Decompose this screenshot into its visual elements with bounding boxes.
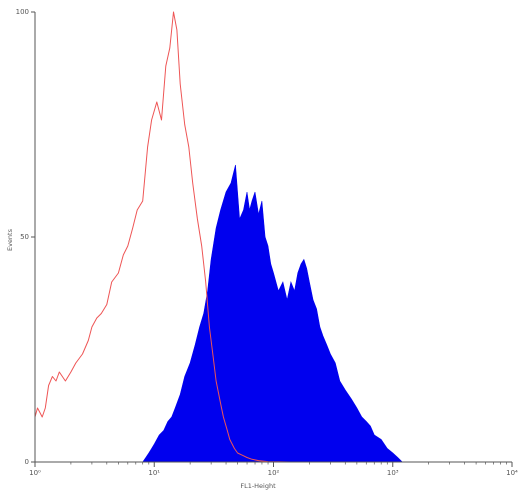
plot-marks bbox=[34, 11, 403, 463]
x-axis-label: FL1-Height bbox=[240, 482, 276, 490]
axis-ticks: 10⁰ 10¹ 10² 10³ 10⁴ 0 50 100 bbox=[16, 8, 518, 477]
y-axis-label: Events bbox=[6, 228, 14, 251]
x-tick-label: 10¹ bbox=[148, 469, 160, 477]
y-tick-label: 0 bbox=[25, 458, 29, 466]
y-tick-label: 50 bbox=[20, 233, 29, 241]
x-tick-label: 10³ bbox=[387, 469, 399, 477]
x-tick-label: 10² bbox=[268, 469, 280, 477]
x-tick-label: 10⁰ bbox=[29, 469, 41, 477]
series-outline-histogram bbox=[34, 11, 291, 463]
x-tick-label: 10⁴ bbox=[506, 469, 518, 477]
y-tick-label: 100 bbox=[16, 8, 29, 16]
series-filled-histogram bbox=[142, 164, 403, 463]
